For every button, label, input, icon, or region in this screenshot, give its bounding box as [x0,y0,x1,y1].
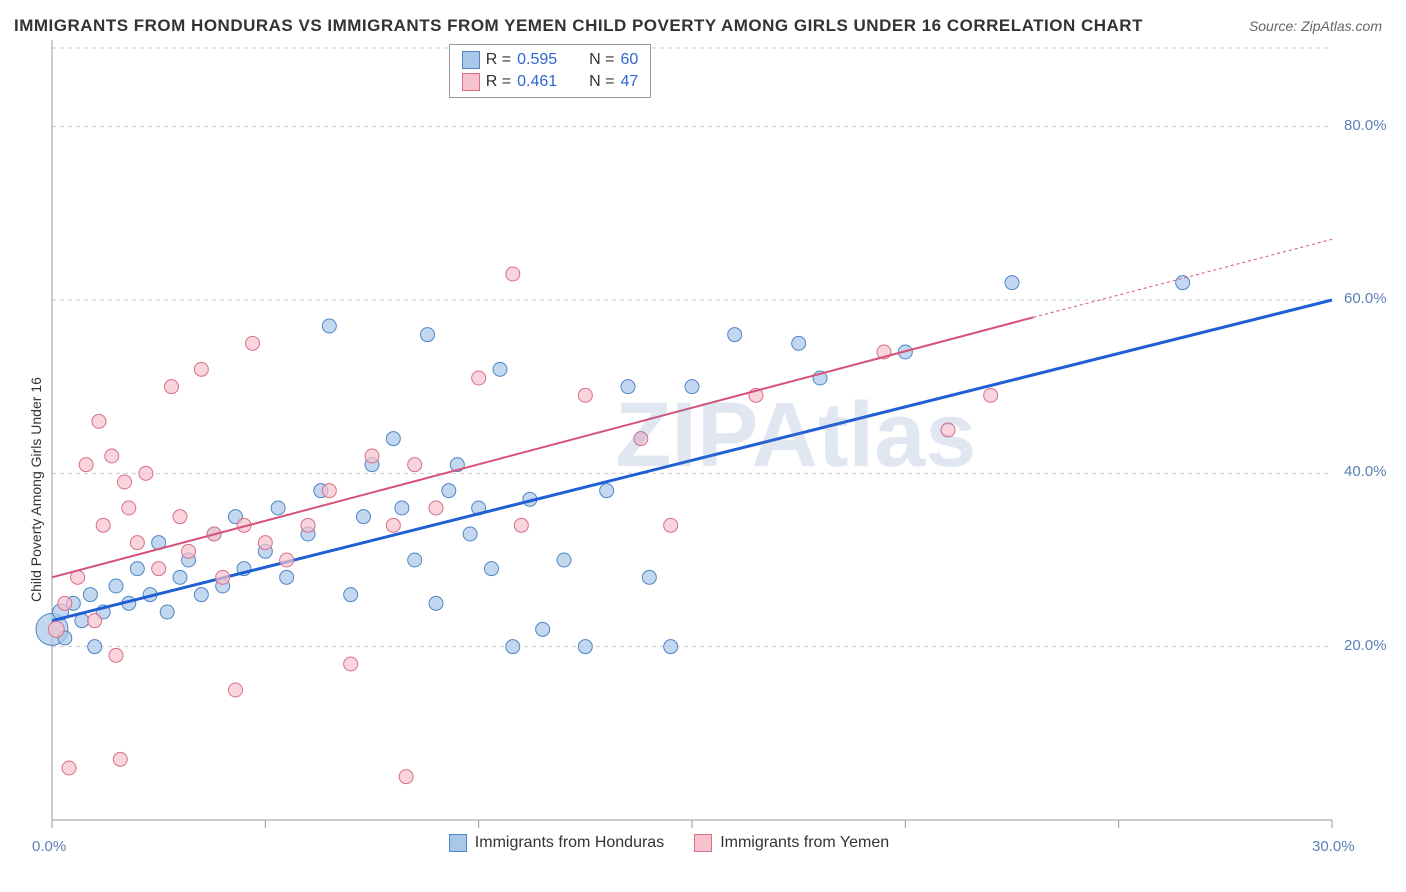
legend-correlation-row: R = 0.461 N = 47 [462,73,638,91]
scatter-chart [0,0,1406,892]
n-value: 60 [620,51,638,69]
legend-series-item: Immigrants from Honduras [449,834,664,852]
x-tick-label: 0.0% [32,838,66,855]
y-tick-label: 60.0% [1344,290,1387,307]
r-label: R = [486,73,511,91]
legend-swatch [449,834,467,852]
r-value: 0.461 [517,73,573,91]
x-tick-label: 30.0% [1312,838,1355,855]
legend-correlation-row: R = 0.595 N = 60 [462,51,638,69]
n-label: N = [589,51,614,69]
legend-swatch [462,73,480,91]
series-legend: Immigrants from Honduras Immigrants from… [449,834,889,852]
legend-series-label: Immigrants from Yemen [720,834,889,852]
r-value: 0.595 [517,51,573,69]
n-value: 47 [620,73,638,91]
y-tick-label: 20.0% [1344,637,1387,654]
r-label: R = [486,51,511,69]
n-label: N = [589,73,614,91]
y-tick-label: 40.0% [1344,463,1387,480]
y-tick-label: 80.0% [1344,117,1387,134]
legend-series-item: Immigrants from Yemen [694,834,889,852]
legend-swatch [694,834,712,852]
legend-series-label: Immigrants from Honduras [475,834,664,852]
correlation-legend: R = 0.595 N = 60 R = 0.461 N = 47 [449,44,651,98]
legend-swatch [462,51,480,69]
